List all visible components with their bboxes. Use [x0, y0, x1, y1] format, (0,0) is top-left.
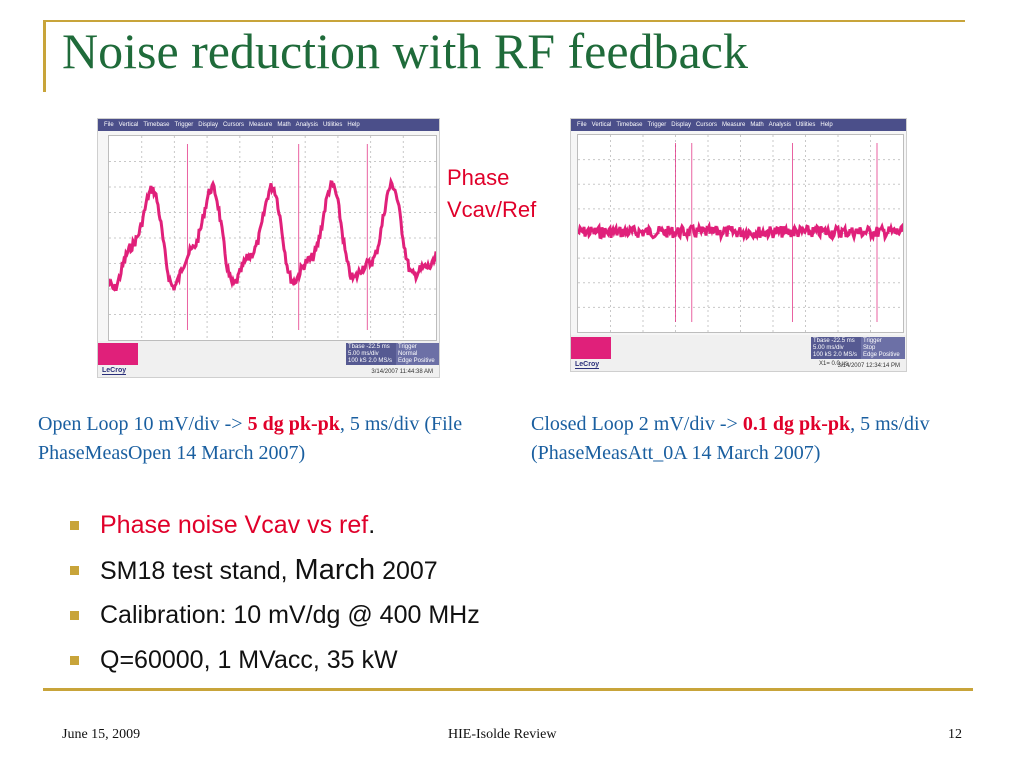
scope-grid	[577, 134, 904, 333]
scope-menubar: File Vertical Timebase Trigger Display Cursor…	[571, 119, 906, 131]
lecroy-logo: LeCroy	[102, 367, 127, 375]
bullet-list: Phase noise Vcav vs ref. SM18 test stand…	[70, 508, 480, 688]
caption-open-loop: Open Loop 10 mV/div -> 5 dg pk-pk, 5 ms/…	[38, 413, 463, 464]
menu-timebase: Timebase	[616, 122, 643, 128]
open-loop-pk-pk: 5 dg pk-pk	[247, 413, 340, 435]
scope-screenshot-closed-loop: File Vertical Timebase Trigger Display Cursor…	[570, 118, 907, 372]
menu-display: Display	[198, 122, 218, 128]
menu-utilities: Utilities	[796, 122, 816, 128]
footer-rule	[43, 688, 973, 691]
phase-vcav-ref-label: Phase Vcav/Ref	[447, 162, 536, 226]
menu-utilities: Utilities	[323, 122, 343, 128]
waveform-trace	[578, 220, 903, 244]
waveform-closed-loop	[578, 135, 903, 332]
slide-title: Noise reduction with RF feedback	[62, 23, 748, 79]
menu-trigger: Trigger	[174, 122, 194, 128]
footer-page-number: 12	[948, 727, 962, 742]
menu-file: File	[577, 122, 587, 128]
menu-file: File	[104, 122, 114, 128]
menu-math: Math	[277, 122, 291, 128]
timebase-box: Tbase -22.5 ms 5.00 ms/div 100 kS 2.0 MS…	[346, 343, 396, 365]
bullet-square-icon	[70, 611, 79, 620]
menu-timebase: Timebase	[143, 122, 170, 128]
scope-status-bar: Tbase -22.5 ms 5.00 ms/div 100 kS 2.0 MS…	[98, 341, 439, 377]
lecroy-logo: LeCroy	[575, 361, 600, 369]
menu-help: Help	[347, 122, 360, 128]
menu-trigger: Trigger	[647, 122, 667, 128]
bullet-square-icon	[70, 521, 79, 530]
bullet-square-icon	[70, 656, 79, 665]
bullet-item: Calibration: 10 mV/dg @ 400 MHz	[70, 598, 480, 643]
menu-vertical: Vertical	[591, 122, 612, 128]
bullet-item: Q=60000, 1 MVacc, 35 kW	[70, 643, 480, 688]
trigger-box: Trigger Stop Edge Positive	[861, 337, 905, 359]
bullet-square-icon	[70, 566, 79, 575]
caption-closed-loop: Closed Loop 2 mV/div -> 0.1 dg pk-pk, 5 …	[531, 413, 930, 464]
scope-grid	[108, 135, 437, 341]
channel-badge	[98, 343, 138, 365]
scope-timestamp: 3/14/2007 12:34:14 PM	[837, 363, 900, 369]
menu-analysis: Analysis	[768, 122, 792, 128]
bullet-item: SM18 test stand, March 2007	[70, 553, 480, 598]
menu-vertical: Vertical	[118, 122, 139, 128]
menu-cursors: Cursors	[222, 122, 244, 128]
scope-timestamp: 3/14/2007 11:44:38 AM	[371, 369, 433, 375]
frame-accent-horizontal	[43, 20, 965, 22]
timebase-box: Tbase -22.5 ms 5.00 ms/div 100 kS 2.0 MS…	[811, 337, 861, 359]
side-label-line1: Phase	[447, 165, 510, 190]
footer-date: June 15, 2009	[62, 727, 141, 742]
bullet-item: Phase noise Vcav vs ref.	[70, 508, 480, 553]
menu-cursors: Cursors	[695, 122, 717, 128]
cursor-readout: X1= 0.0 µs	[819, 361, 848, 367]
closed-loop-pk-pk: 0.1 dg pk-pk	[742, 413, 851, 435]
scope-screenshot-open-loop: File Vertical Timebase Trigger Display Cursor…	[97, 118, 440, 378]
menu-math: Math	[750, 122, 764, 128]
menu-display: Display	[671, 122, 691, 128]
menu-analysis: Analysis	[295, 122, 319, 128]
waveform-trace	[109, 176, 436, 292]
side-label-line2: Vcav/Ref	[447, 197, 537, 222]
menu-measure: Measure	[721, 122, 746, 128]
menu-help: Help	[820, 122, 833, 128]
channel-badge	[571, 337, 611, 359]
frame-accent-vertical	[43, 20, 46, 92]
footer-center: HIE-Isolde Review	[448, 727, 557, 742]
scope-menubar: File Vertical Timebase Trigger Display Cursor…	[98, 119, 439, 131]
menu-measure: Measure	[248, 122, 273, 128]
scope-status-bar: Tbase -22.5 ms 5.00 ms/div 100 kS 2.0 MS…	[571, 335, 906, 371]
waveform-open-loop	[109, 136, 436, 340]
trigger-box: Trigger Normal Edge Positive	[396, 343, 439, 365]
